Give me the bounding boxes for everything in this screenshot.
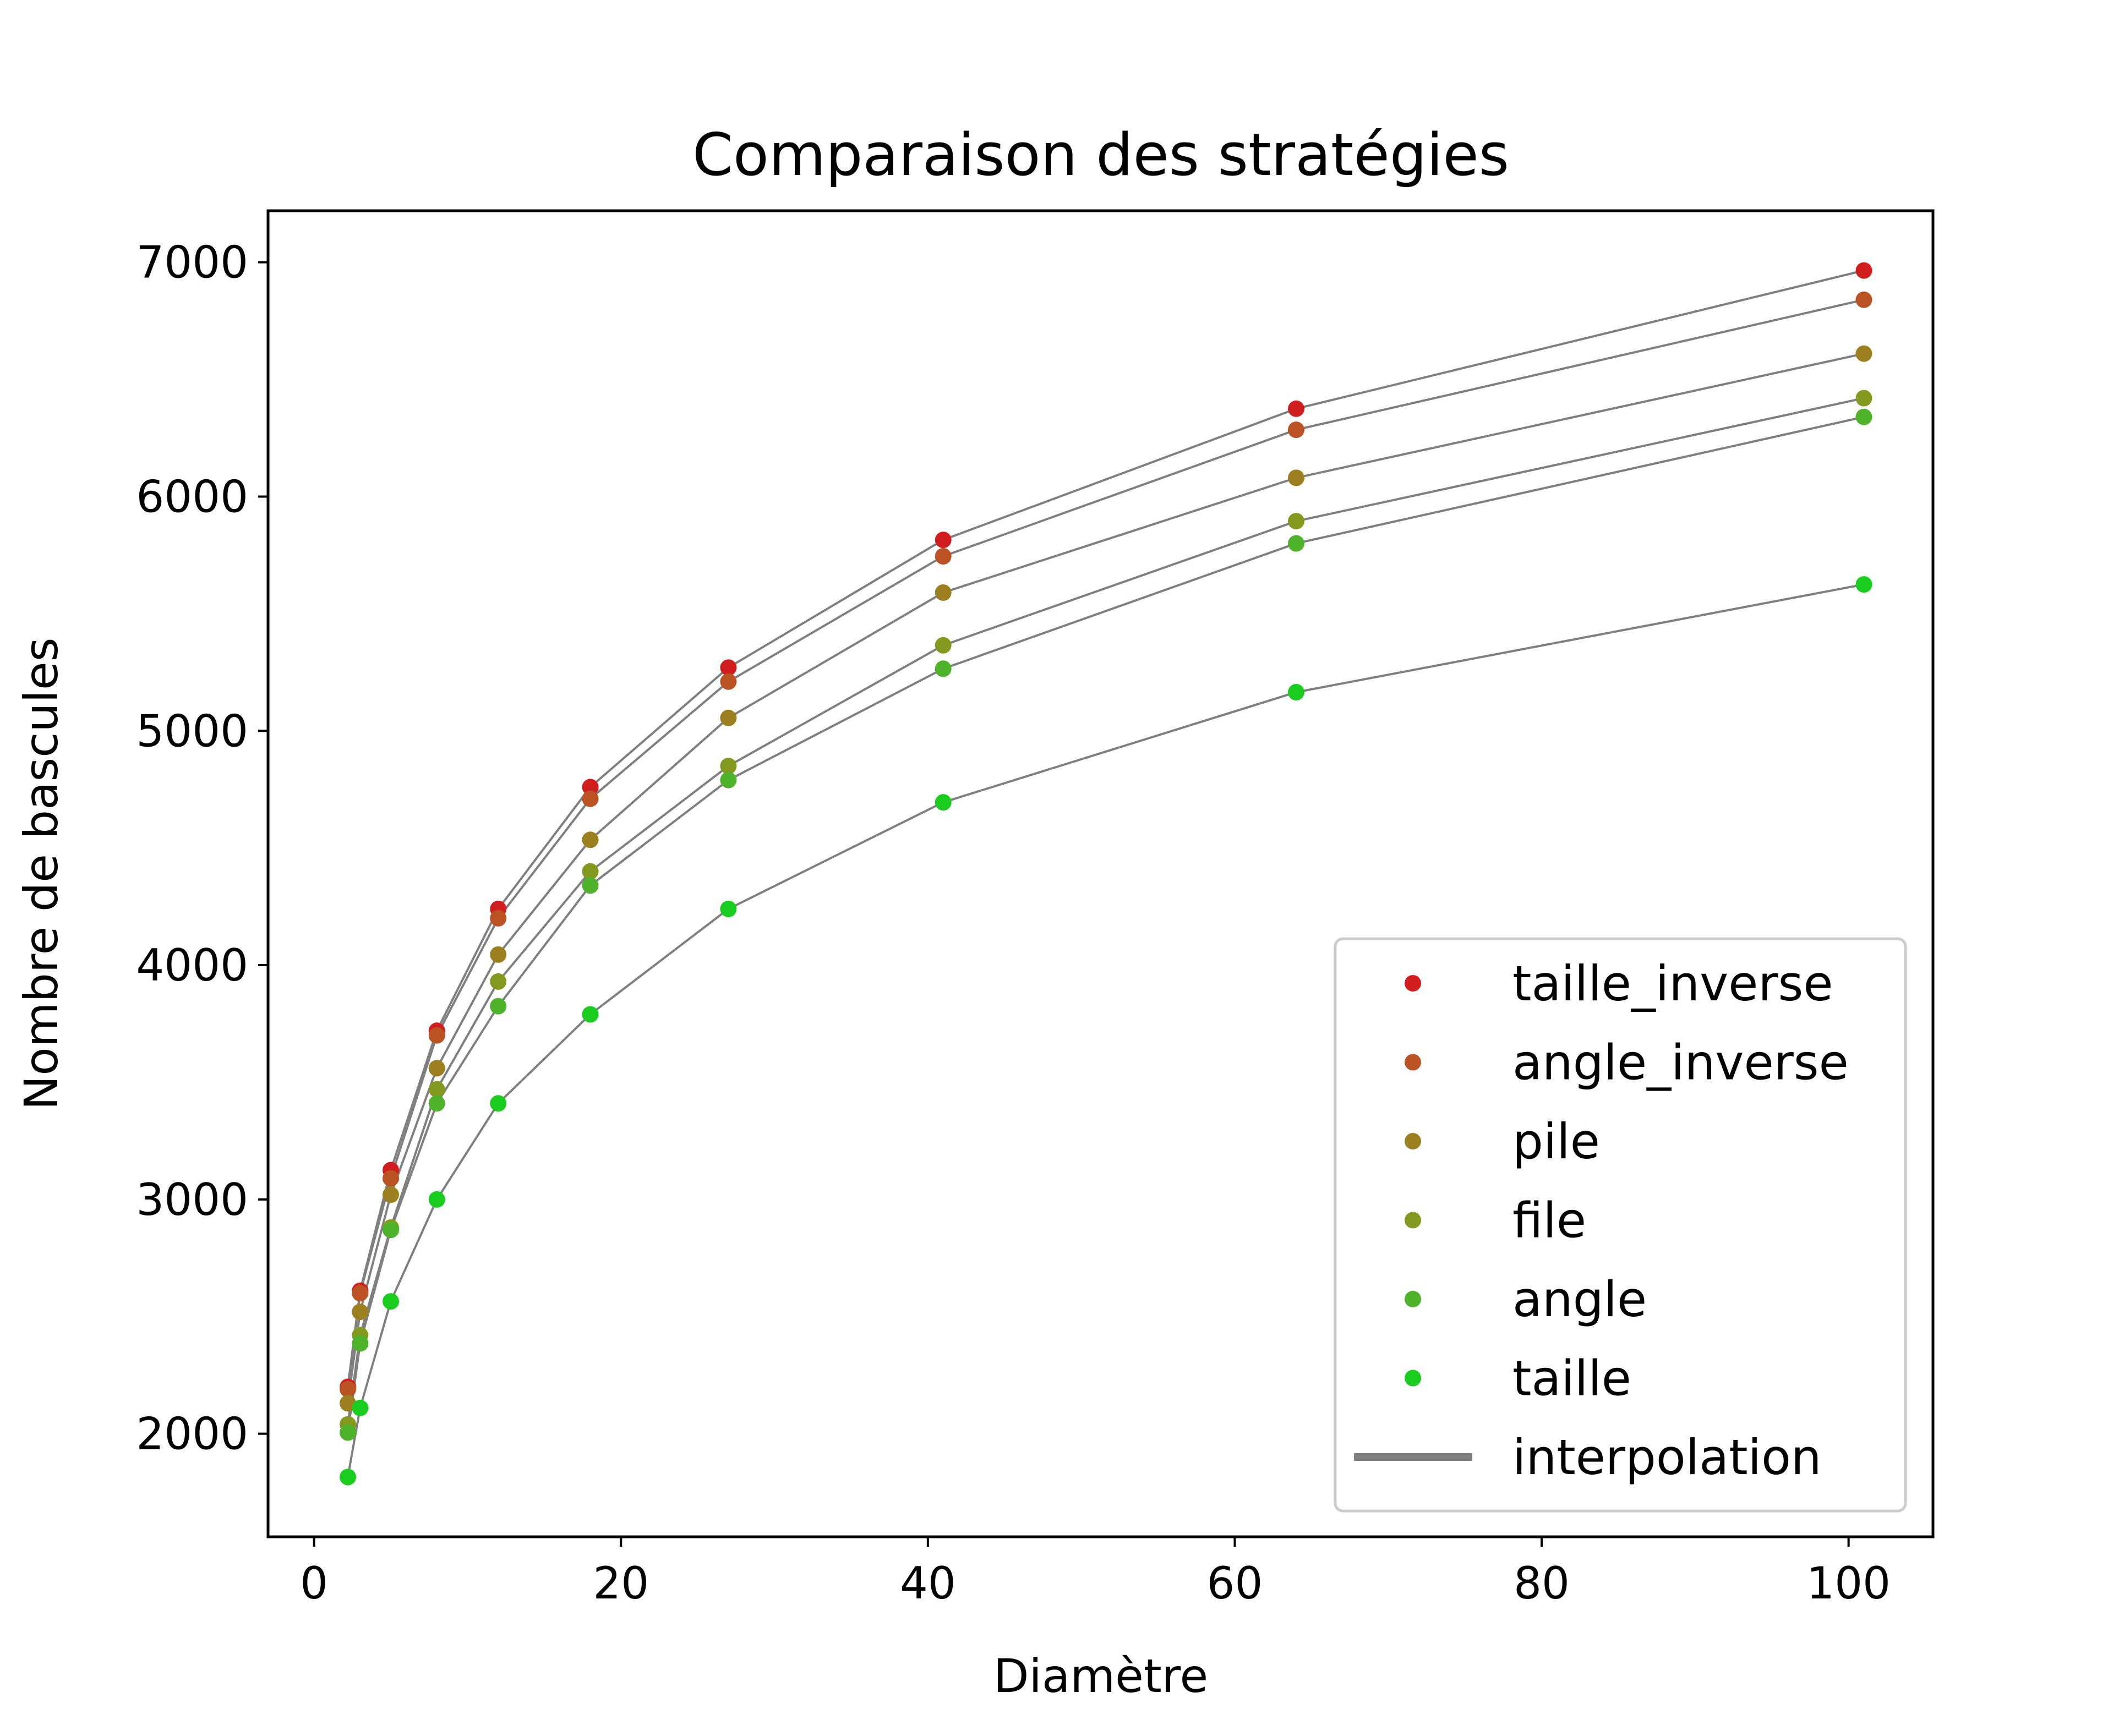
point-angle_inverse-6 xyxy=(720,673,737,690)
point-file-4 xyxy=(490,973,507,990)
point-pile-1 xyxy=(352,1304,369,1321)
legend-marker-angle_inverse xyxy=(1405,1054,1421,1071)
point-angle_inverse-3 xyxy=(428,1027,445,1044)
point-pile-3 xyxy=(428,1060,445,1077)
x-tick-label-2: 40 xyxy=(900,1558,956,1609)
legend-marker-taille xyxy=(1405,1370,1421,1387)
legend-marker-angle xyxy=(1405,1291,1421,1307)
x-tick-label-0: 0 xyxy=(300,1558,328,1609)
x-tick-label-3: 60 xyxy=(1207,1558,1263,1609)
point-pile-7 xyxy=(935,584,952,601)
interpolation-line-angle xyxy=(347,415,1864,1433)
data-points xyxy=(340,262,1872,1486)
legend-marker-taille_inverse xyxy=(1405,975,1421,992)
x-tick-label-1: 20 xyxy=(593,1558,649,1609)
point-file-7 xyxy=(935,637,952,654)
point-file-3 xyxy=(428,1081,445,1098)
point-angle_inverse-9 xyxy=(1855,291,1872,308)
point-angle-9 xyxy=(1855,408,1872,425)
y-axis: 2000 3000 4000 5000 6000 7000 xyxy=(136,237,268,1460)
point-taille_inverse-5 xyxy=(582,779,599,796)
point-file-6 xyxy=(720,758,737,775)
point-taille-9 xyxy=(1855,576,1872,593)
point-pile-2 xyxy=(383,1186,399,1203)
y-tick-label-3: 5000 xyxy=(136,705,248,757)
legend-box xyxy=(1334,937,1907,1513)
interpolation-line-file xyxy=(347,397,1864,1425)
plot-frame xyxy=(266,209,1935,1538)
point-taille_inverse-8 xyxy=(1288,400,1304,417)
point-pile-8 xyxy=(1288,469,1304,486)
point-taille-1 xyxy=(352,1399,369,1416)
point-angle_inverse-4 xyxy=(490,910,507,927)
y-axis-label: Nombre de bascules xyxy=(14,638,68,1110)
point-angle_inverse-1 xyxy=(352,1285,369,1302)
point-taille-6 xyxy=(720,900,737,917)
point-angle_inverse-7 xyxy=(935,548,952,565)
point-taille-5 xyxy=(582,1006,599,1023)
y-tick-label-5: 7000 xyxy=(136,237,248,288)
point-angle-2 xyxy=(383,1222,399,1239)
point-pile-9 xyxy=(1855,345,1872,362)
point-angle-8 xyxy=(1288,535,1304,552)
point-taille-3 xyxy=(428,1191,445,1208)
point-angle-3 xyxy=(428,1095,445,1112)
interpolation-line-angle_inverse xyxy=(347,298,1864,1389)
legend-label-file: file xyxy=(1512,1192,1586,1249)
point-pile-5 xyxy=(582,831,599,848)
point-angle_inverse-5 xyxy=(582,790,599,807)
legend-marker-pile xyxy=(1405,1133,1421,1149)
point-taille-8 xyxy=(1288,684,1304,700)
point-file-8 xyxy=(1288,513,1304,530)
point-angle-5 xyxy=(582,877,599,894)
y-tick-label-1: 3000 xyxy=(136,1174,248,1225)
chart-title: Comparaison des stratégies xyxy=(692,121,1509,189)
point-pile-6 xyxy=(720,709,737,726)
point-taille-4 xyxy=(490,1095,507,1112)
interpolation-lines xyxy=(347,269,1864,1477)
y-tick-label-4: 6000 xyxy=(136,471,248,522)
legend-label-taille_inverse: taille_inverse xyxy=(1512,955,1833,1012)
point-angle-7 xyxy=(935,660,952,677)
x-axis: 0 20 40 60 80 100 xyxy=(300,1537,1891,1609)
legend-label-angle: angle xyxy=(1512,1271,1647,1328)
y-tick-label-0: 2000 xyxy=(136,1409,248,1460)
point-angle-1 xyxy=(352,1335,369,1352)
point-taille_inverse-7 xyxy=(935,532,952,549)
point-angle-4 xyxy=(490,998,507,1015)
legend-marker-file xyxy=(1405,1212,1421,1229)
point-angle-6 xyxy=(720,771,737,788)
legend-label-pile: pile xyxy=(1512,1113,1600,1170)
interpolation-line-taille_inverse xyxy=(347,269,1864,1387)
point-taille-7 xyxy=(935,794,952,811)
point-angle_inverse-8 xyxy=(1288,421,1304,439)
x-axis-label: Diamètre xyxy=(993,1649,1208,1703)
point-taille_inverse-6 xyxy=(720,659,737,676)
point-angle_inverse-0 xyxy=(340,1381,356,1398)
point-taille_inverse-9 xyxy=(1855,262,1872,279)
point-file-5 xyxy=(582,863,599,880)
point-angle-0 xyxy=(340,1424,356,1441)
x-tick-label-5: 100 xyxy=(1806,1558,1891,1609)
y-tick-label-2: 4000 xyxy=(136,940,248,991)
interpolation-line-taille xyxy=(347,583,1864,1477)
x-tick-label-4: 80 xyxy=(1514,1558,1570,1609)
point-angle_inverse-2 xyxy=(383,1170,399,1187)
legend-label-taille: taille xyxy=(1512,1350,1631,1407)
legend-label-angle_inverse: angle_inverse xyxy=(1512,1034,1849,1091)
interpolation-line-pile xyxy=(347,352,1864,1404)
point-pile-4 xyxy=(490,946,507,963)
legend-label-interpolation: interpolation xyxy=(1512,1429,1822,1486)
point-taille-0 xyxy=(340,1469,356,1486)
point-taille-2 xyxy=(383,1293,399,1310)
point-file-9 xyxy=(1855,390,1872,407)
